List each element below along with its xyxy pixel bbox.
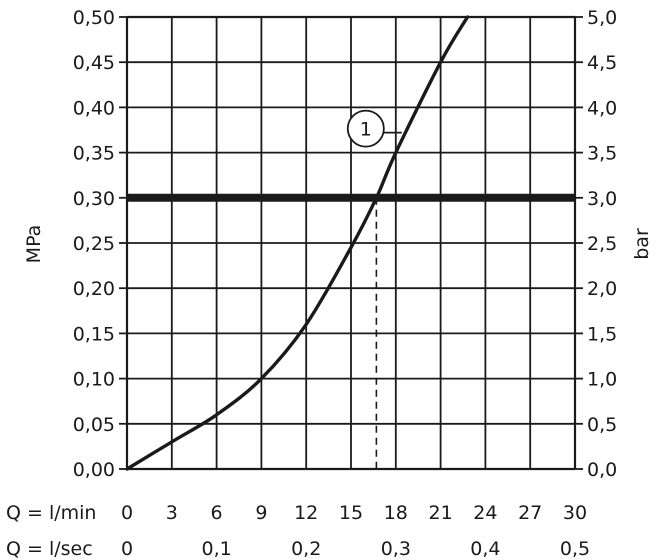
y-tick-label-left: 0,30 bbox=[73, 188, 115, 210]
x-tick-label-lmin: 9 bbox=[255, 502, 267, 524]
x-tick-label-lsec: 0,2 bbox=[291, 538, 321, 560]
x-ticks-lmin: 0 3 6 9 12 15 18 21 24 27 30 bbox=[121, 502, 587, 524]
x-tick-label-lmin: 21 bbox=[429, 502, 453, 524]
y-tick-label-right: 0,0 bbox=[587, 459, 617, 481]
y-tick-label-left: 0,10 bbox=[73, 369, 115, 391]
y-tick-label-right: 1,0 bbox=[587, 369, 617, 391]
y-tick-label-right: 3,0 bbox=[587, 188, 617, 210]
y-tick-label-right: 3,5 bbox=[587, 143, 617, 165]
x-tick-label-lsec: 0,5 bbox=[560, 538, 590, 560]
x-tick-label-lsec: 0,3 bbox=[381, 538, 411, 560]
y-tick-label-left: 0,00 bbox=[73, 459, 115, 481]
curve-group bbox=[125, 15, 470, 471]
y-tick-label-left: 0,20 bbox=[73, 278, 115, 300]
x-ticks-lsec: 0 0,1 0,2 0,3 0,4 0,5 bbox=[121, 538, 590, 560]
y-tick-label-right: 4,5 bbox=[587, 52, 617, 74]
y-tick-label-left: 0,25 bbox=[73, 233, 115, 255]
chart-grid bbox=[119, 15, 583, 471]
x-tick-label-lsec: 0,1 bbox=[201, 538, 231, 560]
y-tick-label-right: 0,5 bbox=[587, 414, 617, 436]
flow-curve bbox=[125, 15, 470, 471]
x-tick-label-lmin: 12 bbox=[294, 502, 318, 524]
y-tick-label-left: 0,35 bbox=[73, 143, 115, 165]
x-tick-label-lmin: 15 bbox=[339, 502, 363, 524]
x-tick-label-lmin: 27 bbox=[518, 502, 542, 524]
x-tick-label-lmin: 0 bbox=[121, 502, 133, 524]
x-axis-label-lmin: Q = l/min bbox=[6, 502, 96, 524]
y-tick-label-right: 2,0 bbox=[587, 278, 617, 300]
y-tick-label-right: 4,0 bbox=[587, 97, 617, 119]
y-tick-label-left: 0,45 bbox=[73, 52, 115, 74]
y-tick-label-left: 0,05 bbox=[73, 414, 115, 436]
y-tick-label-left: 0,15 bbox=[73, 323, 115, 345]
y-axis-label-right: bar bbox=[631, 228, 653, 260]
callout-circle bbox=[346, 109, 385, 148]
y-tick-label-right: 2,5 bbox=[587, 233, 617, 255]
y-tick-label-right: 1,5 bbox=[587, 323, 617, 345]
reference-line-group bbox=[127, 193, 575, 469]
x-tick-label-lmin: 3 bbox=[166, 502, 178, 524]
y-tick-label-left: 0,50 bbox=[73, 7, 115, 29]
x-tick-label-lmin: 18 bbox=[384, 502, 408, 524]
y-tick-label-left: 0,40 bbox=[73, 97, 115, 119]
callout-group: 1 bbox=[346, 109, 402, 148]
x-tick-label-lmin: 30 bbox=[563, 502, 587, 524]
callout-label: 1 bbox=[360, 119, 372, 141]
y-axis-label-left: MPa bbox=[23, 225, 45, 264]
x-tick-label-lmin: 6 bbox=[211, 502, 223, 524]
y-ticks-right: 0,0 0,5 1,0 1,5 2,0 2,5 3,0 3,5 4,0 4,5 5,0 bbox=[587, 7, 617, 481]
x-axis-label-lsec: Q = l/sec bbox=[6, 538, 93, 560]
y-tick-label-right: 5,0 bbox=[587, 7, 617, 29]
x-tick-label-lsec: 0 bbox=[121, 538, 133, 560]
y-ticks-left: 0,00 0,05 0,10 0,15 0,20 0,25 0,30 0,35 0,40 0,45… bbox=[73, 7, 115, 481]
x-tick-label-lsec: 0,4 bbox=[470, 538, 500, 560]
x-tick-label-lmin: 24 bbox=[473, 502, 497, 524]
